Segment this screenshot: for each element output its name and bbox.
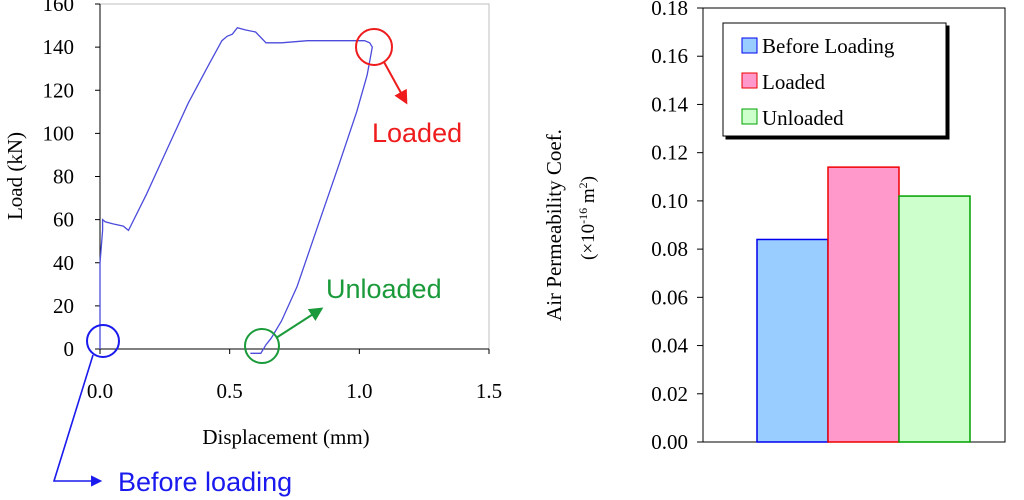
unloaded-marker-circle — [244, 328, 280, 364]
left-y-tick-label: 140 — [43, 35, 75, 59]
left-y-tick-label: 120 — [43, 78, 75, 102]
load-displacement-chart: 0 20 40 60 80 100 120 140 160 0.0 0.5 1.0 1.5 Displ… — [3, 0, 502, 497]
legend-label-loaded: Loaded — [762, 70, 825, 94]
left-x-tick-label: 0.5 — [217, 379, 243, 403]
left-x-tick-label: 0.0 — [87, 379, 113, 403]
legend-label-unloaded: Unloaded — [762, 106, 844, 130]
loaded-marker-circle — [355, 28, 393, 66]
left-x-axis: 0.0 0.5 1.0 1.5 — [87, 348, 502, 403]
legend-swatch-unloaded — [741, 108, 758, 125]
right-y-tick-label: 0.00 — [651, 430, 688, 454]
left-y-tick-label: 80 — [53, 165, 74, 189]
left-y-tick-label: 160 — [43, 0, 75, 16]
load-displacement-line — [99, 26, 373, 354]
air-permeability-chart: 0.00 0.02 0.04 0.06 0.08 0.10 0.12 0.14 0.16 0.18… — [542, 0, 1006, 454]
left-x-tick-label: 1.5 — [476, 379, 502, 403]
left-y-tick-label: 0 — [64, 337, 75, 361]
right-y-tick-label: 0.08 — [651, 237, 688, 261]
bar-before-loading — [756, 238, 829, 443]
bar-loaded — [827, 166, 900, 443]
loaded-annotation-label: Loaded — [372, 118, 462, 148]
legend: Before Loading Loaded Unloaded — [722, 22, 947, 137]
right-y-tick-label: 0.18 — [651, 0, 688, 20]
left-y-tick-label: 40 — [53, 251, 74, 275]
legend-swatch-before-loading — [741, 37, 758, 54]
left-y-axis: 0 20 40 60 80 100 120 140 160 — [43, 0, 101, 361]
right-y-axis-sublabel: (×10-16 m2) — [576, 176, 599, 260]
before-loading-annotation-label: Before loading — [118, 467, 292, 497]
right-bars — [756, 166, 971, 443]
right-y-axis: 0.00 0.02 0.04 0.06 0.08 0.10 0.12 0.14 0.16 0.18 — [651, 0, 703, 454]
left-x-tick-label: 1.0 — [346, 379, 372, 403]
legend-box — [722, 22, 947, 137]
left-y-axis-label: Load (kN) — [3, 132, 27, 220]
unloaded-arrow — [275, 307, 324, 339]
left-x-axis-label: Displacement (mm) — [202, 425, 369, 449]
right-y-tick-label: 0.14 — [651, 92, 688, 116]
legend-label-before-loading: Before Loading — [762, 34, 895, 58]
right-y-tick-label: 0.02 — [651, 382, 688, 406]
right-y-tick-label: 0.10 — [651, 189, 688, 213]
loaded-arrow — [383, 61, 408, 105]
right-y-axis-label: Air Permeability Coef. — [542, 129, 566, 321]
right-y-tick-label: 0.04 — [651, 334, 688, 358]
right-y-tick-label: 0.16 — [651, 44, 688, 68]
left-y-tick-label: 20 — [53, 294, 74, 318]
legend-swatch-loaded — [741, 72, 758, 89]
unloaded-annotation-label: Unloaded — [326, 274, 442, 304]
left-y-tick-label: 100 — [43, 121, 75, 145]
before-loading-marker-circle — [86, 324, 120, 358]
right-y-tick-label: 0.12 — [651, 141, 688, 165]
before-loading-arrow — [52, 354, 103, 487]
left-y-tick-label: 60 — [53, 208, 74, 232]
bar-unloaded — [898, 195, 971, 443]
right-y-tick-label: 0.06 — [651, 285, 688, 309]
